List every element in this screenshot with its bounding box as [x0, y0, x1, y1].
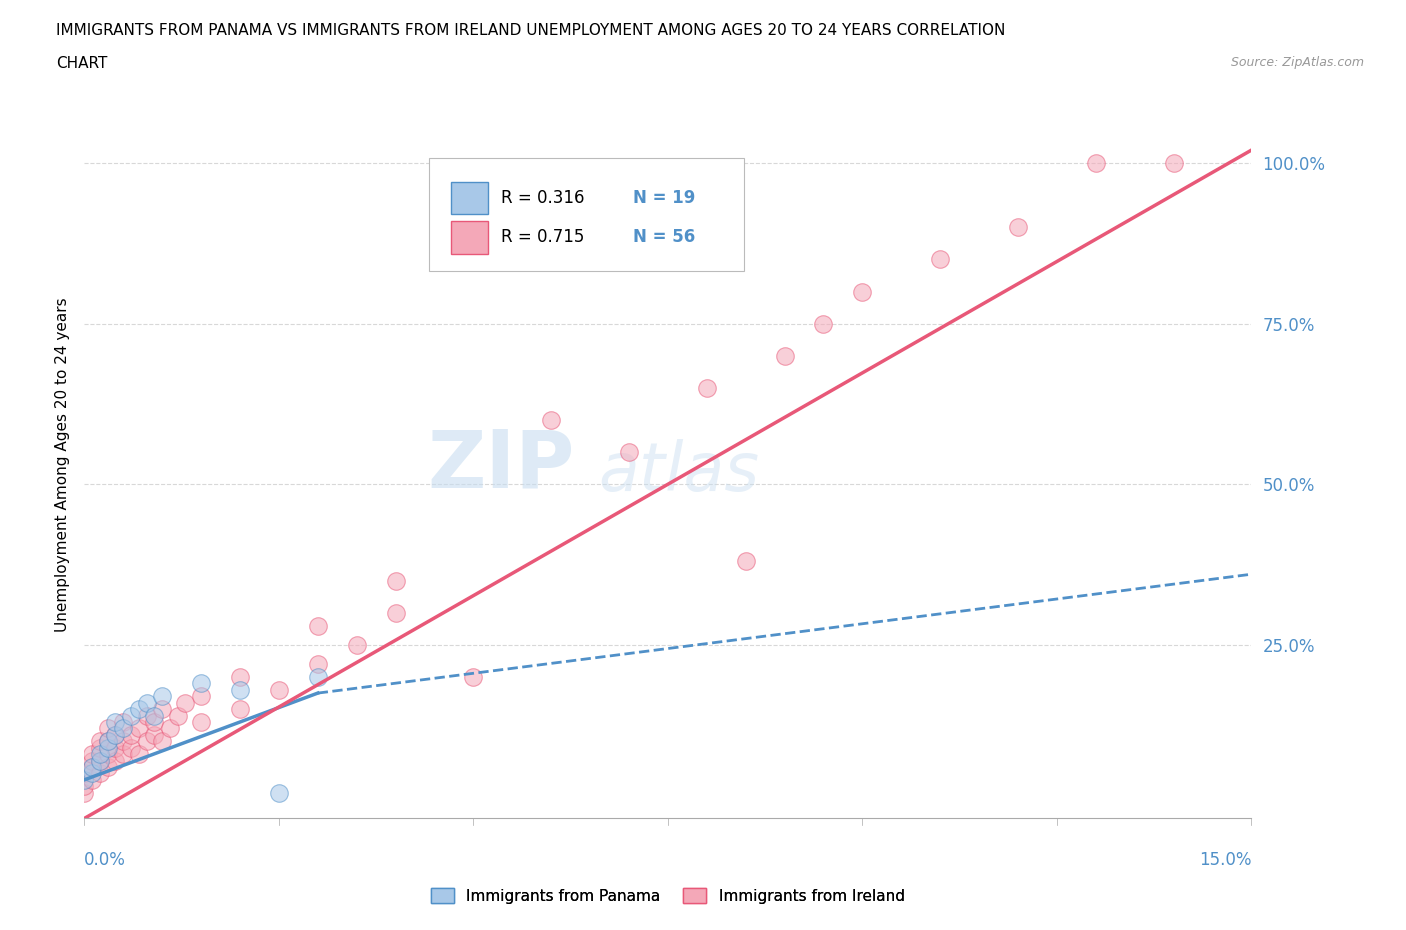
Point: [384, 605, 406, 620]
Point: [143, 708, 166, 723]
Point: [135, 696, 157, 711]
Point: [97, 734, 120, 749]
Point: [773, 349, 796, 364]
Point: [229, 683, 252, 698]
Point: [89, 753, 111, 768]
Point: [120, 727, 142, 742]
Point: [120, 708, 142, 723]
Point: [229, 702, 252, 717]
Point: [97, 760, 120, 775]
Point: [82, 760, 104, 775]
Point: [696, 380, 718, 395]
Point: [346, 637, 368, 652]
Text: R = 0.316: R = 0.316: [501, 189, 585, 207]
Point: [89, 747, 111, 762]
Point: [73, 773, 96, 788]
Point: [128, 747, 150, 762]
Point: [929, 252, 952, 267]
Point: [174, 696, 197, 711]
Point: [143, 727, 166, 742]
Point: [851, 284, 873, 299]
Point: [166, 708, 188, 723]
Legend: Immigrants from Panama, Immigrants from Ireland: Immigrants from Panama, Immigrants from …: [425, 882, 911, 910]
Point: [97, 740, 120, 755]
Point: [150, 689, 173, 704]
Point: [112, 747, 135, 762]
Point: [384, 573, 406, 588]
Point: [540, 413, 562, 428]
Point: [112, 734, 135, 749]
Point: [112, 714, 135, 729]
Point: [82, 747, 104, 762]
Point: [150, 702, 173, 717]
Text: IMMIGRANTS FROM PANAMA VS IMMIGRANTS FROM IRELAND UNEMPLOYMENT AMONG AGES 20 TO : IMMIGRANTS FROM PANAMA VS IMMIGRANTS FRO…: [56, 23, 1005, 38]
Text: R = 0.715: R = 0.715: [501, 229, 585, 246]
Text: atlas: atlas: [598, 439, 759, 505]
Point: [97, 734, 120, 749]
Point: [89, 753, 111, 768]
Point: [97, 747, 120, 762]
Point: [190, 714, 212, 729]
Point: [104, 740, 127, 755]
Point: [89, 740, 111, 755]
Point: [159, 721, 181, 736]
FancyBboxPatch shape: [429, 157, 744, 271]
Point: [73, 778, 96, 793]
Point: [104, 727, 127, 742]
Point: [82, 760, 104, 775]
Text: CHART: CHART: [56, 56, 108, 71]
Point: [150, 734, 173, 749]
Point: [307, 670, 329, 684]
Point: [307, 618, 329, 633]
Point: [112, 721, 135, 736]
FancyBboxPatch shape: [451, 182, 488, 215]
Point: [104, 727, 127, 742]
Point: [135, 734, 157, 749]
Text: 0.0%: 0.0%: [84, 851, 127, 869]
Point: [267, 785, 290, 800]
Point: [143, 714, 166, 729]
Y-axis label: Unemployment Among Ages 20 to 24 years: Unemployment Among Ages 20 to 24 years: [55, 298, 70, 632]
Point: [190, 676, 212, 691]
Point: [1084, 155, 1107, 170]
Text: ZIP: ZIP: [427, 426, 575, 504]
Text: 15.0%: 15.0%: [1199, 851, 1251, 869]
Point: [135, 708, 157, 723]
Point: [73, 766, 96, 781]
Point: [82, 753, 104, 768]
Point: [104, 753, 127, 768]
Point: [128, 721, 150, 736]
Text: N = 19: N = 19: [633, 189, 695, 207]
Point: [128, 702, 150, 717]
Point: [229, 670, 252, 684]
Point: [267, 683, 290, 698]
FancyBboxPatch shape: [451, 221, 488, 254]
Point: [89, 766, 111, 781]
Point: [617, 445, 640, 459]
Point: [463, 670, 485, 684]
Point: [82, 766, 104, 781]
Text: N = 56: N = 56: [633, 229, 695, 246]
Point: [734, 554, 756, 569]
Point: [813, 316, 835, 331]
Point: [1007, 219, 1029, 234]
Point: [120, 740, 142, 755]
Point: [190, 689, 212, 704]
Text: Source: ZipAtlas.com: Source: ZipAtlas.com: [1230, 56, 1364, 69]
Point: [82, 773, 104, 788]
Point: [1163, 155, 1185, 170]
Point: [73, 785, 96, 800]
Point: [104, 714, 127, 729]
Point: [307, 657, 329, 671]
Point: [97, 721, 120, 736]
Point: [89, 734, 111, 749]
